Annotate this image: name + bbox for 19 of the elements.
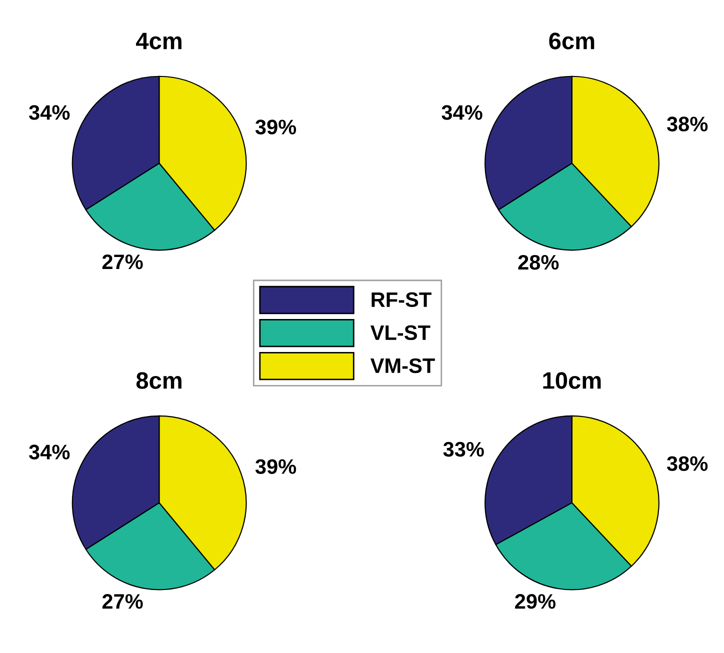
data-label: 29% [515,594,556,609]
data-label: 39% [255,459,296,474]
data-label: 28% [518,254,559,270]
data-label: 39% [255,120,296,134]
legend-label: VM-ST [370,358,435,374]
data-label: 38% [666,116,708,132]
legend-label: VL-ST [370,325,430,340]
chart-title: 6cm [549,32,594,50]
data-label: 34% [28,444,70,460]
chart-title: 8cm [136,372,182,389]
data-label: 34% [28,105,70,120]
data-label: 38% [666,456,708,472]
data-label: 34% [442,105,482,120]
chart-title: 10cm [543,372,601,389]
data-label: 33% [443,442,484,457]
chart-title: 4cm [136,32,182,50]
legend-label: RF-ST [372,292,432,308]
data-label: 27% [102,254,143,270]
data-label: 27% [102,594,143,609]
